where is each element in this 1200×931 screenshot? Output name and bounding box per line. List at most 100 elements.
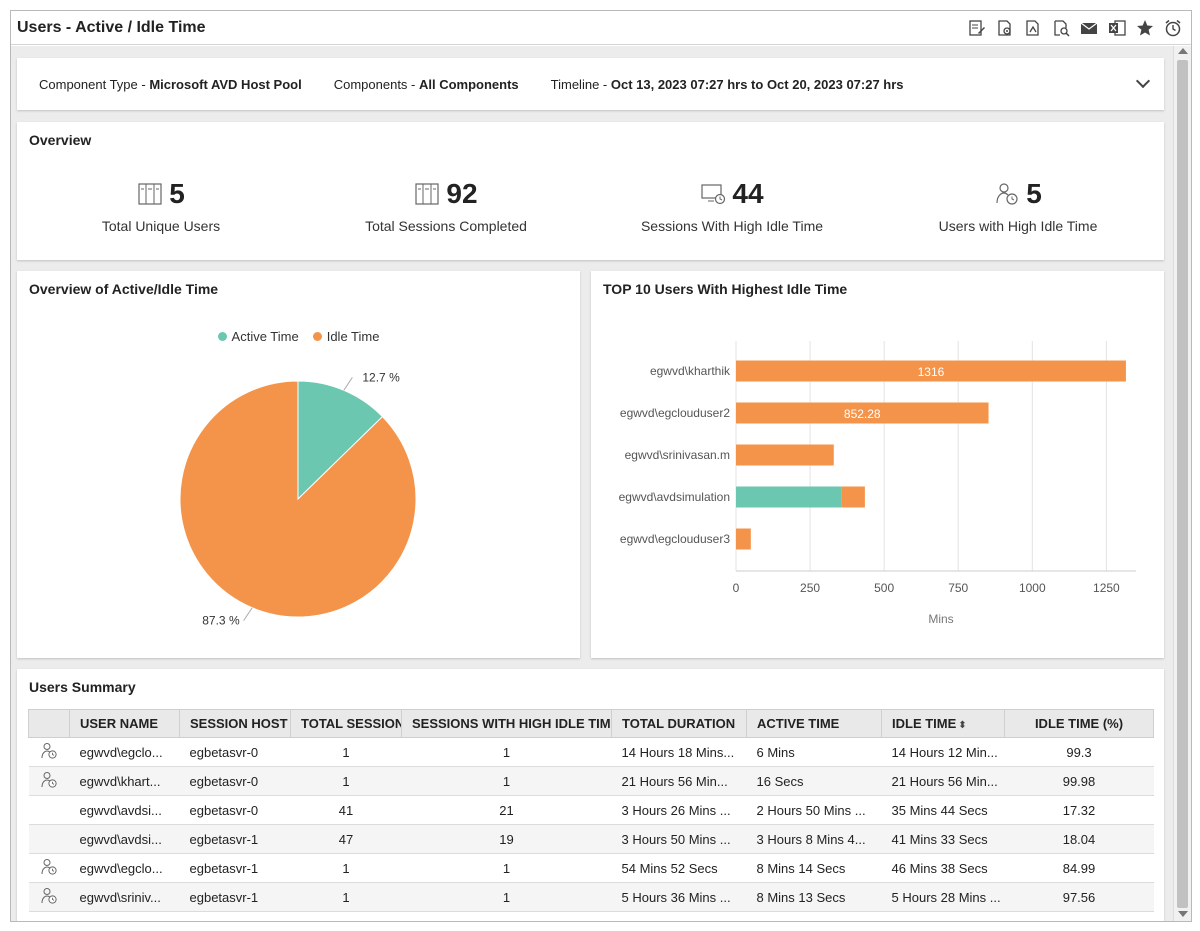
monitor-clock-icon (701, 184, 726, 205)
cell-idle: 5 Hours 28 Mins ... (881, 882, 1005, 912)
edit-report-icon[interactable] (965, 17, 989, 39)
legend-item-idle[interactable]: Idle Time (312, 329, 379, 344)
cell-idle-pct: 99.98 (1004, 766, 1154, 796)
search-report-icon[interactable] (1049, 17, 1073, 39)
column-header-sessions-high-idle[interactable]: SESSIONS WITH HIGH IDLE TIME (401, 709, 612, 738)
column-header-total-duration[interactable]: TOTAL DURATION (611, 709, 747, 738)
bar-segment[interactable] (736, 444, 834, 466)
table-row[interactable]: egwvd\khart... egbetasvr-0 1 1 21 Hours 56 M… (28, 766, 1154, 796)
table-header-row: USER NAME SESSION HOST TOTAL SESSIONS SE… (28, 709, 1154, 738)
column-header-user-name[interactable]: USER NAME (69, 709, 180, 738)
filter-components: Components - All Components (334, 77, 519, 92)
cell-idle-pct: 18.04 (1004, 824, 1154, 854)
cell-user[interactable]: egwvd\avdsi... (69, 795, 180, 825)
row-icon-cell (28, 737, 70, 767)
filter-bar: Component Type - Microsoft AVD Host Pool… (17, 58, 1164, 110)
filter-value: Oct 13, 2023 07:27 hrs to Oct 20, 2023 0… (610, 76, 904, 92)
favorite-star-icon[interactable] (1133, 17, 1157, 39)
cell-high-idle: 1 (401, 853, 612, 883)
legend-marker (312, 332, 322, 341)
cell-host: egbetasvr-1 (179, 824, 291, 854)
table-row[interactable]: egwvd\avdsi... egbetasvr-0 41 21 3 Hours 26 … (28, 795, 1154, 825)
cell-idle-pct: 97.56 (1004, 882, 1154, 912)
title-bar: Users - Active / Idle Time (11, 11, 1191, 45)
table-row[interactable]: egwvd\avdsi... egbetasvr-1 47 19 3 Hours 50 … (28, 824, 1154, 854)
server-rack-icon (138, 183, 162, 205)
cell-host: egbetasvr-0 (179, 766, 291, 796)
cell-idle-pct: 84.99 (1004, 853, 1154, 883)
cell-user[interactable]: egwvd\egclo... (69, 853, 180, 883)
cell-active: 16 Secs (746, 766, 882, 796)
filter-component-type: Component Type - Microsoft AVD Host Pool (39, 77, 302, 92)
user-clock-icon (41, 887, 57, 904)
vertical-scrollbar[interactable] (1173, 46, 1191, 921)
column-header-session-host[interactable]: SESSION HOST (179, 709, 291, 738)
x-tick-label: 500 (874, 581, 894, 595)
row-icon-cell (28, 882, 70, 912)
column-header-idle-time-pct[interactable]: IDLE TIME (%) (1004, 709, 1154, 738)
y-category-label: egwvd\avdsimulation (619, 490, 730, 504)
cell-user[interactable]: egwvd\egclo... (69, 737, 180, 767)
cell-high-idle: 1 (401, 737, 612, 767)
cell-user[interactable]: egwvd\avdsi... (69, 824, 180, 854)
bar-chart-title: TOP 10 Users With Highest Idle Time (603, 281, 848, 297)
filter-value: All Components (418, 76, 519, 92)
cell-duration: 21 Hours 56 Min... (611, 766, 747, 796)
bar-chart: 0 250 500 750 1000 1250 Mins egwvd\kharthik 1316… (619, 341, 1136, 626)
cell-host: egbetasvr-0 (179, 795, 291, 825)
chevron-down-icon[interactable] (1135, 73, 1151, 89)
email-icon[interactable] (1077, 17, 1101, 39)
bar-data-label: 1316 (918, 365, 945, 379)
filter-label: Timeline - (550, 76, 611, 92)
users-summary-title: Users Summary (29, 679, 136, 695)
kpi-value: 5 (1026, 178, 1042, 209)
cell-sessions: 1 (290, 737, 402, 767)
column-header-label: IDLE TIME (892, 716, 957, 731)
pie-chart: 12.7 % 87.3 % (179, 370, 417, 628)
scrollbar-thumb[interactable] (1177, 60, 1188, 908)
x-tick-label: 1250 (1093, 581, 1120, 595)
cell-sessions: 41 (290, 795, 402, 825)
row-icon-cell (28, 853, 70, 883)
cell-active: 3 Hours 8 Mins 4... (746, 824, 882, 854)
bar-segment[interactable] (736, 360, 1126, 382)
pie-slice[interactable] (297, 380, 384, 501)
y-category-label: egwvd\egclouduser2 (620, 406, 730, 420)
kpi-total-unique-users: 5 Total Unique Users (31, 178, 291, 234)
scroll-up-icon[interactable] (1178, 48, 1188, 54)
y-category-label: egwvd\srinivasan.m (625, 448, 730, 462)
users-summary-table: USER NAME SESSION HOST TOTAL SESSIONS SE… (28, 709, 1154, 912)
kpi-sessions-high-idle: 44 Sessions With High Idle Time (602, 178, 862, 234)
pdf-export-icon[interactable] (1021, 17, 1045, 39)
column-header-total-sessions[interactable]: TOTAL SESSIONS (290, 709, 402, 738)
y-category-label: egwvd\kharthik (650, 364, 731, 378)
cell-user[interactable]: egwvd\sriniv... (69, 882, 180, 912)
table-row[interactable]: egwvd\sriniv... egbetasvr-1 1 1 5 Hours 36 M… (28, 882, 1154, 912)
cell-user[interactable]: egwvd\khart... (69, 766, 180, 796)
bar-chart-panel: TOP 10 Users With Highest Idle Time 0 250… (591, 271, 1164, 658)
alarm-clock-icon[interactable] (1161, 17, 1185, 39)
bar-segment[interactable] (841, 486, 865, 508)
excel-icon[interactable] (1105, 17, 1129, 39)
legend-item-active[interactable]: Active Time (217, 329, 299, 344)
table-row[interactable]: egwvd\egclo... egbetasvr-0 1 1 14 Hours 18 M… (28, 737, 1154, 767)
scroll-down-icon[interactable] (1178, 911, 1188, 917)
column-header-idle-time[interactable]: IDLE TIME ⬍ (881, 709, 1005, 738)
table-row[interactable]: egwvd\egclo... egbetasvr-1 1 1 54 Mins 52 Se… (28, 853, 1154, 883)
column-header-active-time[interactable]: ACTIVE TIME (746, 709, 882, 738)
cell-active: 6 Mins (746, 737, 882, 767)
cell-high-idle: 1 (401, 766, 612, 796)
bar-segment[interactable] (736, 528, 751, 550)
pie-slice[interactable] (179, 380, 417, 618)
filter-label: Component Type - (39, 76, 150, 92)
cell-sessions: 1 (290, 766, 402, 796)
page-title: Users - Active / Idle Time (17, 18, 206, 36)
settings-export-icon[interactable] (993, 17, 1017, 39)
cell-host: egbetasvr-1 (179, 853, 291, 883)
bar-segment[interactable] (736, 486, 842, 508)
filter-label: Components - (333, 76, 419, 92)
bar-segment[interactable] (736, 402, 989, 424)
pie-legend: Active Time Idle Time (17, 329, 580, 344)
sort-icon[interactable]: ⬍ (958, 720, 967, 731)
report-window: Users - Active / Idle Time (10, 10, 1192, 922)
